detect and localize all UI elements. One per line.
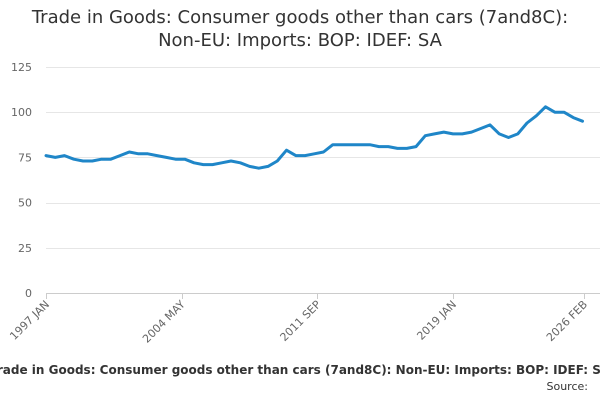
x-tick-label-1: 2004 MAY xyxy=(140,298,188,346)
x-tick-label-0: 1997 JAN xyxy=(7,298,52,343)
y-tick-label-75: 75 xyxy=(18,151,32,164)
series-line-0 xyxy=(44,105,584,170)
footer-title: Trade in Goods: Consumer goods other tha… xyxy=(0,363,600,377)
grid xyxy=(46,67,600,294)
x-tick-label-3: 2019 JAN xyxy=(414,298,459,343)
y-tick-label-125: 125 xyxy=(11,61,32,74)
y-tick-label-100: 100 xyxy=(11,106,32,119)
chart-title: Trade in Goods: Consumer goods other tha… xyxy=(31,7,569,51)
x-tick-label-4: 2026 FEB xyxy=(544,298,590,344)
y-tick-label-0: 0 xyxy=(25,287,32,300)
y-tick-label-50: 50 xyxy=(18,197,32,210)
footer-source: Source: xyxy=(546,380,589,393)
y-tick-label-25: 25 xyxy=(18,242,32,255)
series xyxy=(44,105,584,170)
x-tick-label-2: 2011 SEP xyxy=(278,298,324,344)
